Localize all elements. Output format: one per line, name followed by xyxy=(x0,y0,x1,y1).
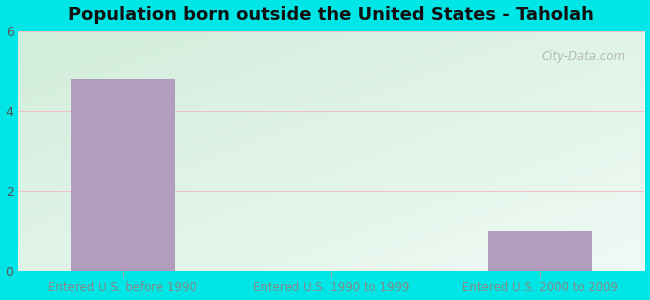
Bar xyxy=(71,79,175,271)
Title: Population born outside the United States - Taholah: Population born outside the United State… xyxy=(68,6,594,24)
Bar xyxy=(488,231,592,271)
Text: City-Data.com: City-Data.com xyxy=(541,50,626,63)
